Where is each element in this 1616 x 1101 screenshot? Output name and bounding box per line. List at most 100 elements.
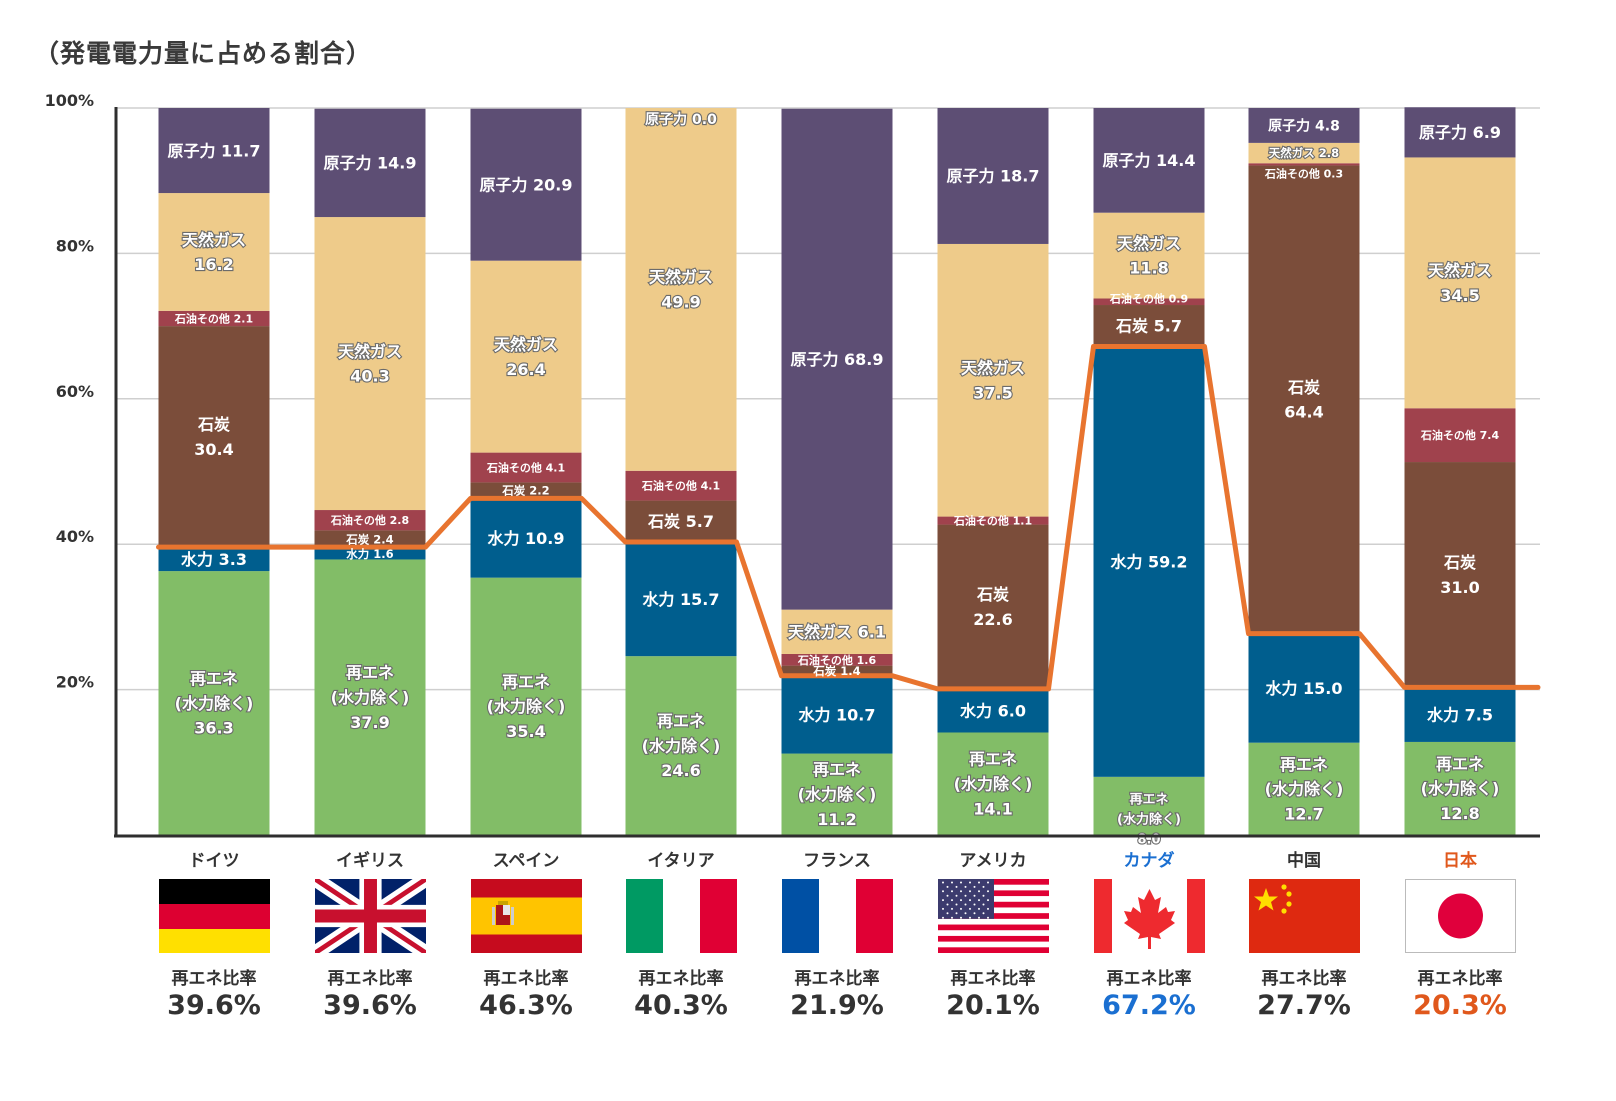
bar-segment-coal — [1093, 305, 1205, 347]
bar-segment-coal — [314, 530, 426, 548]
segment-label: 22.6 — [973, 610, 1012, 629]
bar-segment-gas — [1248, 142, 1360, 164]
segment-label: 14.1 — [973, 799, 1012, 818]
bar-segment-coal — [470, 482, 582, 499]
segment-label: 49.9 — [661, 293, 700, 312]
segment-label: 再エネ — [969, 750, 1017, 769]
china-flag-icon — [1249, 879, 1360, 953]
segment-label: 原子力 20.9 — [479, 175, 572, 194]
bar-segment-hydro — [470, 498, 582, 578]
segment-label: 水力 15.7 — [642, 590, 719, 609]
segment-label: 石炭 — [976, 585, 1009, 604]
bar-segment-nuclear — [1404, 107, 1516, 158]
bar-segment-coal — [1404, 462, 1516, 688]
y-tick-label: 100% — [45, 91, 94, 110]
segment-label: 原子力 14.4 — [1102, 151, 1195, 170]
segment-label: 12.8 — [1440, 804, 1479, 823]
bar-segment-oil — [470, 452, 582, 483]
bar-segment-renew — [1404, 741, 1516, 835]
ratio-label: 再エネ比率 — [171, 969, 257, 989]
ratio-value: 20.3% — [1413, 990, 1507, 1021]
bar-segment-hydro — [625, 542, 737, 657]
country-name: ドイツ — [188, 851, 240, 871]
bar-segment-coal — [625, 500, 737, 543]
segment-label: 再エネ — [657, 712, 705, 731]
segment-label: (水力除く) — [1265, 780, 1344, 799]
country-name: フランス — [803, 851, 871, 871]
segment-label: 再エネ — [346, 663, 394, 682]
bar-segment-oil — [314, 510, 426, 531]
segment-label: 30.4 — [194, 440, 233, 459]
ratio-label: 再エネ比率 — [1261, 969, 1347, 989]
ratio-value: 39.6% — [167, 990, 261, 1021]
segment-label: 水力 3.3 — [181, 550, 247, 569]
segment-label: 石油その他 2.1 — [174, 311, 253, 325]
segment-label: 石油その他 7.4 — [1420, 428, 1500, 442]
chart-title: （発電電力量に占める割合） — [34, 39, 373, 68]
stacked-bar-chart: 20% 40% 60% 80% 100% 再エネ (水力除く) 36.3 水力 3.3 石炭 30… — [45, 91, 1541, 849]
segment-label: 水力 6.0 — [960, 701, 1026, 720]
ratio-label: 再エネ比率 — [327, 969, 413, 989]
france-flag-icon — [782, 879, 893, 953]
bar-segment-renew — [781, 753, 893, 835]
segment-label: 36.3 — [194, 719, 233, 738]
segment-label: 再エネ — [190, 669, 238, 688]
bar-segment-hydro — [937, 688, 1049, 733]
y-tick-label: 40% — [56, 527, 94, 546]
segment-label: 原子力 6.9 — [1419, 123, 1501, 142]
segment-label: 水力 10.9 — [487, 529, 564, 548]
y-axis-ticks: 20% 40% 60% 80% 100% — [45, 91, 94, 692]
bar-segment-oil — [625, 470, 737, 501]
ratio-label: 再エネ比率 — [950, 969, 1036, 989]
segment-label: 天然ガス 2.8 — [1269, 146, 1339, 160]
bar-segment-hydro — [1093, 346, 1205, 777]
segment-label: 石油その他 1.1 — [953, 514, 1032, 528]
ratio-label: 再エネ比率 — [483, 969, 569, 989]
ratio-value: 40.3% — [634, 990, 728, 1021]
segment-label: (水力除く) — [175, 694, 254, 713]
country-name: カナダ — [1123, 851, 1175, 871]
ratio-value: 46.3% — [479, 990, 573, 1021]
bar-segment-nuclear — [781, 108, 893, 610]
bar-segment-nuclear — [314, 108, 426, 218]
japan-flag-icon — [1405, 879, 1516, 953]
bar-segment-gas — [314, 217, 426, 511]
segment-label: 再エネ — [1280, 755, 1328, 774]
bar-segment-renew — [937, 732, 1049, 835]
bars — [158, 107, 1516, 835]
country-name: イタリア — [647, 851, 715, 871]
ratio-label: 再エネ比率 — [1106, 969, 1192, 989]
bar-segment-renew — [158, 571, 270, 835]
segment-label: 37.5 — [973, 383, 1012, 402]
segment-label: 31.0 — [1440, 578, 1479, 597]
segment-label: 水力 1.6 — [346, 547, 393, 561]
segment-label: 37.9 — [350, 713, 389, 732]
ratio-value: 20.1% — [946, 990, 1040, 1021]
y-tick-label: 60% — [56, 382, 94, 401]
segment-label: 16.2 — [194, 255, 233, 274]
segment-labels: 再エネ (水力除く) 36.3 水力 3.3 石炭 30.4 石油その他 2.1 天然ガス 16… — [167, 110, 1501, 849]
segment-label: 64.4 — [1284, 403, 1323, 422]
segment-label: 40.3 — [350, 367, 389, 386]
segment-label: (水力除く) — [487, 697, 566, 716]
y-tick-label: 20% — [56, 673, 94, 692]
country-name: 中国 — [1287, 851, 1321, 871]
segment-label: 石油その他 4.1 — [641, 479, 720, 493]
usa-flag-icon — [938, 879, 1049, 953]
bar-segment-hydro — [781, 675, 893, 754]
segment-label: 水力 15.0 — [1265, 679, 1342, 698]
bar-segment-hydro — [314, 547, 426, 560]
bar-segment-gas — [625, 108, 737, 471]
segment-label: 再エネ — [813, 760, 861, 779]
segment-label: 天然ガス — [1117, 234, 1181, 253]
bar-segment-nuclear — [158, 108, 270, 194]
segment-label: 天然ガス — [182, 230, 246, 249]
segment-label: 天然ガス — [961, 359, 1025, 378]
segment-label: 石炭 — [1443, 553, 1476, 572]
bar-segment-coal — [937, 524, 1049, 689]
segment-label: (水力除く) — [642, 736, 721, 755]
segment-label: (水力除く) — [1421, 779, 1500, 798]
segment-label: 石炭 5.7 — [647, 512, 714, 531]
segment-label: 石炭 1.4 — [812, 664, 860, 678]
segment-label: 水力 7.5 — [1427, 705, 1493, 724]
